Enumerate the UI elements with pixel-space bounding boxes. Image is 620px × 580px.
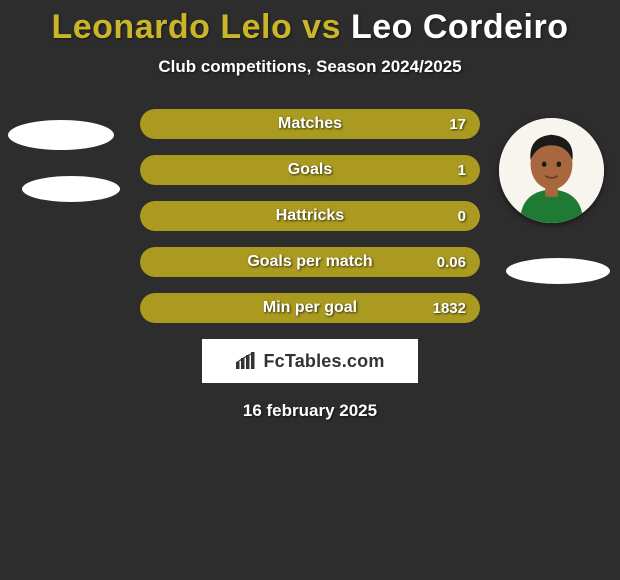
stat-row: Goals per match0.06 bbox=[140, 247, 480, 277]
player2-name: Leo Cordeiro bbox=[351, 8, 569, 46]
stat-value-right: 0 bbox=[458, 201, 466, 231]
stat-label: Min per goal bbox=[140, 293, 480, 323]
player2-avatar bbox=[499, 118, 604, 223]
snapshot-date: 16 february 2025 bbox=[0, 401, 620, 421]
fctables-logo-text: FcTables.com bbox=[263, 351, 384, 372]
player1-name: Leonardo Lelo bbox=[51, 8, 292, 46]
player2-avatar-svg bbox=[499, 118, 604, 223]
comparison-title: Leonardo Lelo vs Leo Cordeiro bbox=[0, 0, 620, 47]
stat-row: Min per goal1832 bbox=[140, 293, 480, 323]
stat-row: Goals1 bbox=[140, 155, 480, 185]
stat-row: Hattricks0 bbox=[140, 201, 480, 231]
stat-value-right: 0.06 bbox=[437, 247, 466, 277]
placeholder-ellipse bbox=[506, 258, 610, 284]
stat-row: Matches17 bbox=[140, 109, 480, 139]
fctables-logo[interactable]: FcTables.com bbox=[202, 339, 418, 383]
placeholder-ellipse bbox=[8, 120, 114, 150]
placeholder-ellipse bbox=[22, 176, 120, 202]
stat-value-right: 1 bbox=[458, 155, 466, 185]
vs-separator: vs bbox=[292, 8, 351, 46]
bar-chart-icon bbox=[235, 352, 257, 370]
stat-label: Hattricks bbox=[140, 201, 480, 231]
stat-label: Goals bbox=[140, 155, 480, 185]
season-subtitle: Club competitions, Season 2024/2025 bbox=[0, 57, 620, 77]
stat-label: Goals per match bbox=[140, 247, 480, 277]
stat-label: Matches bbox=[140, 109, 480, 139]
stat-value-right: 1832 bbox=[433, 293, 466, 323]
stat-value-right: 17 bbox=[449, 109, 466, 139]
